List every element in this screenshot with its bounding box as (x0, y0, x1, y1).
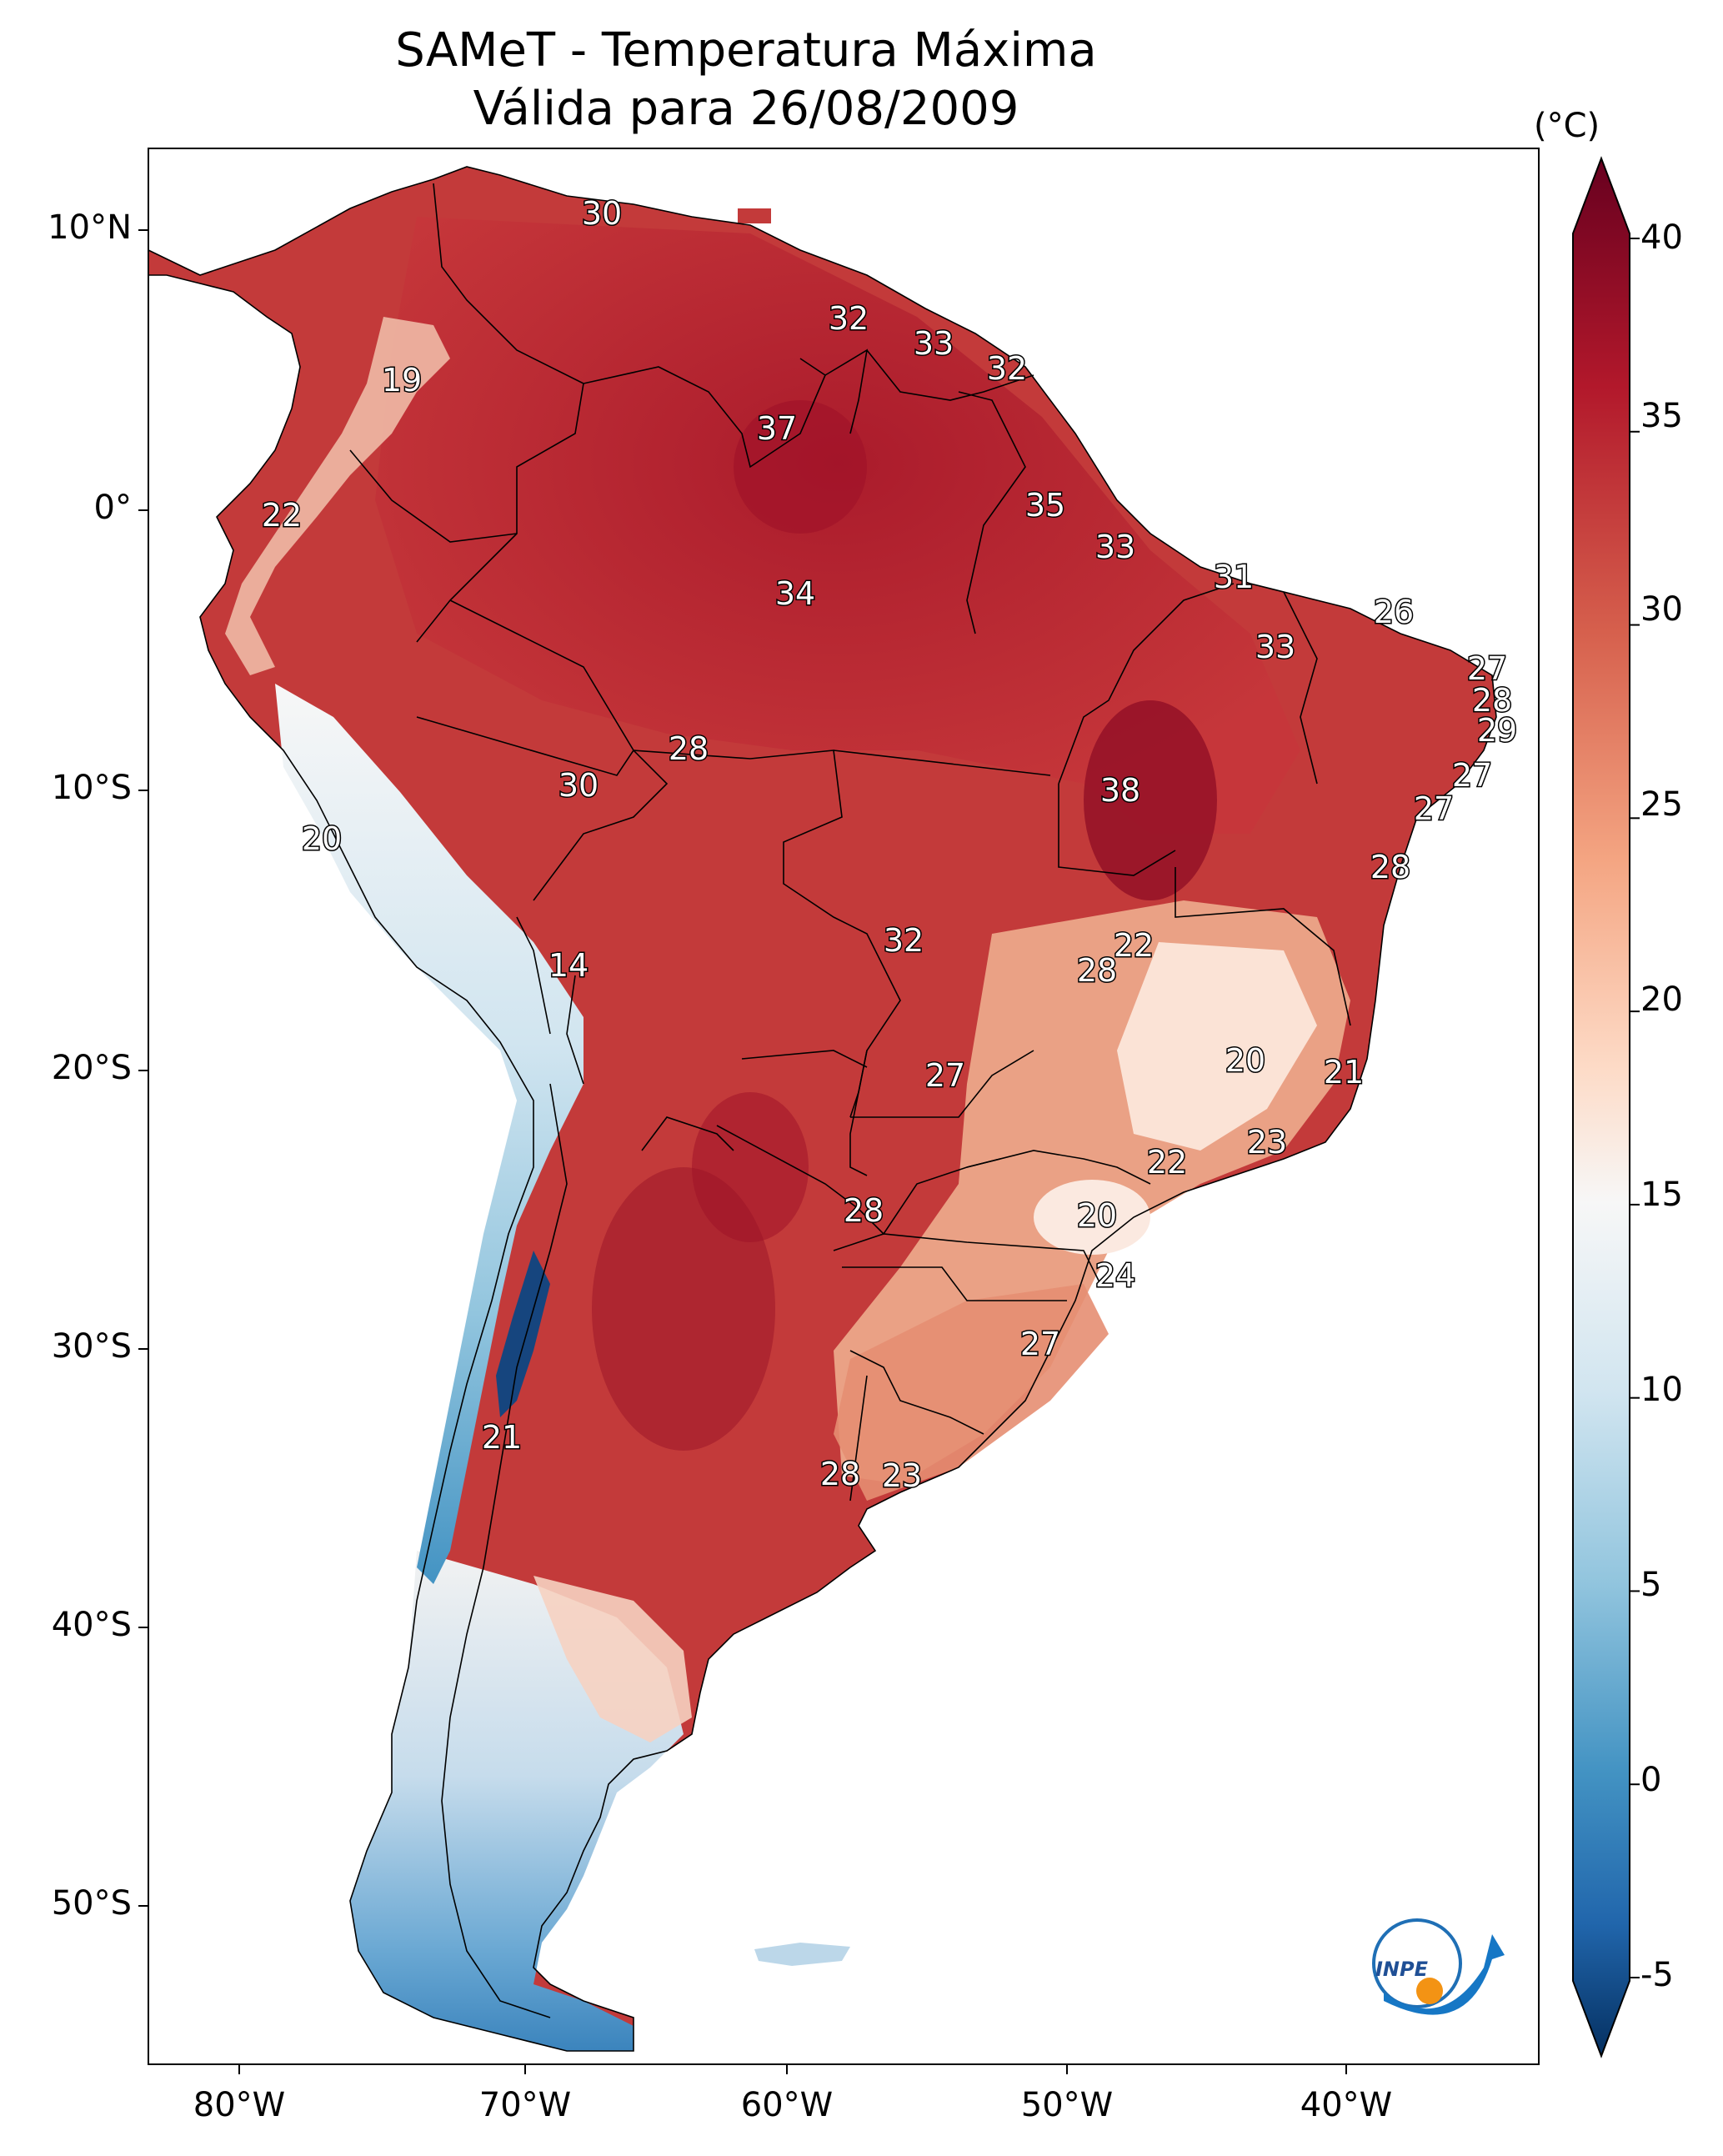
temperature-label: 27 (1452, 757, 1492, 794)
temperature-label: 21 (1324, 1054, 1364, 1091)
colorbar-tick-label: -5 (1640, 1956, 1674, 1994)
colorbar-tick-label: 20 (1640, 980, 1683, 1019)
temperature-label: 38 (1100, 772, 1140, 809)
logo-text: INPE (1375, 1958, 1429, 1981)
temperature-label: 28 (820, 1456, 860, 1492)
logo-orbit-icon (1372, 1918, 1462, 2008)
temperature-label: 35 (1025, 487, 1065, 524)
temperature-label: 28 (1370, 849, 1410, 885)
lon-label: 80°W (193, 2086, 286, 2124)
patagonia-east-mild (533, 1576, 692, 1742)
cool-region-southeast (1117, 942, 1317, 1151)
temperature-label: 20 (1225, 1042, 1265, 1079)
colorbar-tick-label: 25 (1640, 785, 1683, 824)
temperature-label: 28 (844, 1192, 884, 1229)
chart-title: SAMeT - Temperatura Máxima (395, 23, 1097, 78)
andes-cool-strip (275, 684, 584, 1584)
temperature-label: 27 (1020, 1326, 1060, 1362)
temperature-label: 27 (925, 1057, 965, 1094)
temperature-label: 30 (582, 195, 622, 232)
lat-label: 20°S (51, 1049, 132, 1087)
lat-label: 10°S (51, 769, 132, 807)
colorbar-tick-label: 35 (1640, 397, 1683, 435)
colorbar-unit: (°C) (1534, 107, 1600, 145)
chart-subtitle: Válida para 26/08/2009 (473, 82, 1019, 136)
lat-label: 0° (93, 489, 132, 527)
temperature-label: 22 (1147, 1144, 1187, 1181)
temperature-label: 27 (1414, 790, 1454, 827)
temperature-label: 32 (829, 300, 869, 337)
axis-ticks (138, 229, 1347, 2074)
temperature-label: 33 (1095, 529, 1135, 565)
country-borders (349, 183, 1351, 2018)
temperature-label: 32 (884, 922, 924, 959)
hotspot (1084, 700, 1217, 900)
cool-spot (1034, 1180, 1150, 1255)
colorbar-tick-label: 30 (1640, 590, 1683, 629)
colorbar (1572, 156, 1640, 2058)
colorbar-tick-label: 10 (1640, 1371, 1683, 1409)
north-andes-cool (225, 317, 450, 675)
lon-label: 60°W (740, 2086, 834, 2124)
continent-layer (148, 167, 1496, 2051)
temperature-label: 14 (548, 947, 589, 984)
hotspot (734, 400, 867, 534)
logo-sun-icon (1416, 1978, 1443, 2004)
lon-label: 40°W (1300, 2086, 1393, 2124)
heat-region-north (375, 217, 1300, 834)
colorbar-tick-label: 5 (1640, 1566, 1662, 1604)
temperature-label: 27 (1467, 650, 1507, 687)
colorbar-body (1572, 156, 1630, 2058)
temperature-label: 23 (882, 1457, 922, 1494)
temperature-label: 33 (914, 325, 954, 362)
inpe-logo: INPE (1372, 1918, 1505, 2015)
temperature-label: 29 (1477, 712, 1517, 749)
temperature-label: 20 (1077, 1197, 1117, 1234)
temperature-label: 31 (1214, 559, 1254, 595)
temperature-label: 22 (262, 497, 302, 534)
colorbar-tick-label: 0 (1640, 1761, 1662, 1799)
colorbar-tick-label: 15 (1640, 1176, 1683, 1214)
island-caribbean (738, 208, 771, 223)
andes-cold-core (496, 1251, 550, 1417)
colorbar-tick-label: 40 (1640, 218, 1683, 257)
lat-label: 50°S (51, 1884, 132, 1923)
temperature-label: 21 (482, 1419, 522, 1456)
temperature-label: 30 (558, 767, 599, 804)
lon-label: 70°W (478, 2086, 572, 2124)
colorbar-ticks (1630, 238, 1640, 1978)
temperature-label: 28 (669, 730, 709, 767)
temperature-label: 32 (987, 350, 1027, 387)
mild-region-pampas (834, 1284, 1109, 1501)
temperature-label: 26 (1374, 594, 1414, 630)
temperature-label: 37 (757, 410, 797, 447)
temperature-label: 34 (775, 575, 815, 612)
lon-label: 50°W (1020, 2086, 1114, 2124)
temperature-label: 33 (1255, 629, 1295, 665)
temperature-label: 28 (1472, 682, 1512, 719)
lat-label: 30°S (51, 1327, 132, 1366)
logo-swoosh-icon (1384, 1934, 1505, 2015)
temperature-label: 23 (1247, 1124, 1287, 1161)
temperature-label: 20 (302, 820, 342, 857)
lat-label: 10°N (48, 208, 132, 247)
coastline (148, 166, 1497, 2052)
temperature-label: 22 (1114, 927, 1154, 964)
island-falklands (754, 1943, 850, 1966)
lat-label: 40°S (51, 1606, 132, 1644)
temperature-label: 19 (382, 362, 422, 399)
temperature-label: 24 (1095, 1257, 1135, 1294)
temperature-label: 28 (1077, 952, 1117, 989)
hotspot (592, 1167, 775, 1451)
